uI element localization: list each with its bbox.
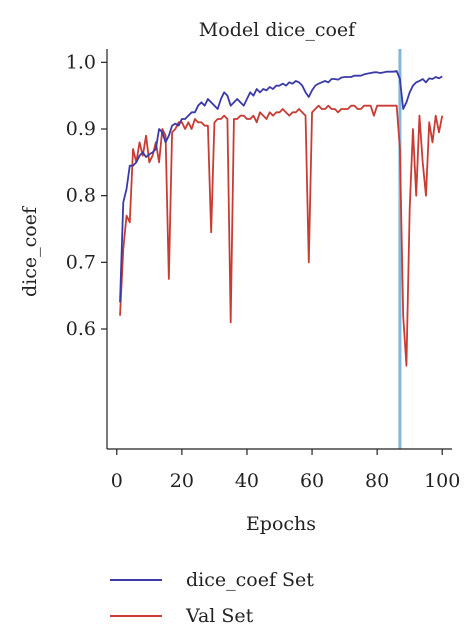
x-axis-label: Epochs <box>246 513 316 535</box>
x-tick-label: 0 <box>111 470 123 492</box>
y-tick-label: 0.7 <box>66 251 96 273</box>
y-tick-label: 0.8 <box>66 185 96 207</box>
series-line-val-set <box>119 104 444 367</box>
y-axis-label: dice_coef <box>19 205 41 297</box>
legend-label-val-set: Val Set <box>185 605 254 627</box>
chart-title: Model dice_coef <box>199 19 357 41</box>
plot-area <box>119 49 444 449</box>
legend: dice_coef Set Val Set <box>110 569 314 627</box>
series-line-dice-coef-set <box>119 70 443 303</box>
axes: 0 20 40 60 80 100 0.6 0.7 0.8 0.9 1.0 <box>66 49 460 492</box>
x-tick-label: 80 <box>365 470 389 492</box>
x-tick-label: 100 <box>424 470 460 492</box>
x-tick-label: 20 <box>170 470 194 492</box>
y-tick-label: 0.9 <box>66 118 96 140</box>
legend-label-dice-coef-set: dice_coef Set <box>186 569 314 591</box>
x-tick-label: 60 <box>300 470 324 492</box>
y-tick-label: 1.0 <box>66 51 96 73</box>
y-tick-label: 0.6 <box>66 318 96 340</box>
x-tick-label: 40 <box>235 470 259 492</box>
